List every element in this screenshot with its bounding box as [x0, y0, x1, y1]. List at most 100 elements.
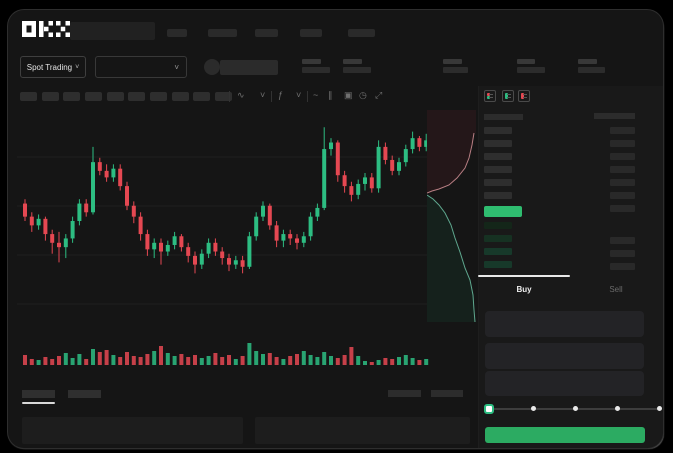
depth-chart[interactable] [427, 110, 476, 325]
orderbook-ask-amount-bar[interactable] [610, 153, 635, 160]
timeframe-button[interactable] [42, 92, 59, 101]
orderbook-bid-price-bar[interactable] [484, 235, 512, 242]
okx-logo[interactable] [22, 21, 70, 37]
orderbook-bid-amount-bar[interactable] [610, 263, 635, 270]
line-tool-icon[interactable]: ~ [313, 90, 319, 100]
chart-type-chevron-icon[interactable]: ˅ [260, 90, 266, 100]
timeframe-button[interactable] [215, 92, 232, 101]
amount-input[interactable] [485, 343, 644, 369]
volume-bar [322, 352, 327, 365]
orderbook-mode-bids-icon[interactable] [502, 90, 514, 102]
orderbook-ask-price-bar[interactable] [484, 166, 512, 173]
volume-bar [301, 351, 306, 365]
slider-stop[interactable] [657, 406, 662, 411]
time-icon[interactable]: ◷ [359, 90, 367, 100]
volume-bar [50, 359, 55, 365]
chart-type-icon[interactable]: ∿ [237, 90, 245, 100]
orderbook-bid-amount-bar[interactable] [610, 250, 635, 257]
orders-filter-placeholder[interactable] [431, 390, 463, 397]
orderbook-bid-price-bar[interactable] [484, 261, 512, 268]
orderbook-bid-price-bar[interactable] [484, 248, 512, 255]
candlestick [50, 234, 55, 243]
tab-sell-label: Sell [609, 284, 623, 294]
candlestick [131, 205, 136, 217]
timeframe-button[interactable] [63, 92, 80, 101]
tab-buy[interactable]: Buy [478, 274, 570, 304]
candlestick [138, 216, 143, 235]
screenshot-icon[interactable]: ▣ [344, 90, 353, 100]
volume-bar [403, 355, 408, 365]
pair-dropdown[interactable]: ˅ [95, 56, 187, 78]
slider-handle[interactable] [484, 403, 494, 414]
nav-link-placeholder[interactable] [348, 29, 375, 37]
indicators-chevron-icon[interactable]: ˅ [296, 90, 302, 100]
candlestick [23, 203, 27, 217]
orderbook-ask-amount-bar[interactable] [610, 192, 635, 199]
volume-bar [356, 356, 361, 365]
volume-bar [213, 353, 218, 365]
candlestick [397, 162, 401, 171]
candlestick [152, 242, 157, 250]
orderbook-ask-amount-bar[interactable] [610, 140, 635, 147]
volume-bar [247, 343, 252, 365]
volume-bar [70, 358, 75, 365]
orders-filter-placeholder[interactable] [388, 390, 421, 397]
nav-link-placeholder[interactable] [255, 29, 278, 37]
slider-stop[interactable] [531, 406, 536, 411]
indicators-icon[interactable]: ƒ [278, 90, 284, 100]
toolbar-divider [271, 91, 272, 102]
market-type-selector[interactable]: Spot Trading ˅ [20, 56, 86, 78]
candlestick [342, 175, 347, 187]
orderbook-ask-amount-bar[interactable] [610, 205, 635, 212]
total-input[interactable] [485, 371, 644, 396]
orderbook-bid-price-bar[interactable] [484, 222, 512, 229]
nav-link-placeholder[interactable] [208, 29, 237, 37]
candlestick [261, 205, 265, 217]
volume-bar [43, 357, 48, 365]
volume-bar [29, 359, 34, 365]
volume-bar [165, 353, 170, 365]
volume-bar [329, 356, 333, 365]
place-order-button[interactable] [485, 427, 645, 443]
orderbook-ask-amount-bar[interactable] [610, 166, 635, 173]
orderbook-mode-asks-icon[interactable] [518, 90, 530, 102]
tab-sell[interactable]: Sell [570, 274, 662, 304]
orderbook-ask-amount-bar[interactable] [610, 127, 635, 134]
timeframe-button[interactable] [128, 92, 145, 101]
last-price-highlight[interactable] [484, 206, 522, 217]
timeframe-button[interactable] [20, 92, 37, 101]
orderbook-mode-both-icon[interactable] [484, 90, 496, 102]
timeframe-button[interactable] [85, 92, 102, 101]
stat-label-placeholder [578, 59, 597, 64]
orderbook-ask-price-bar[interactable] [484, 153, 512, 160]
amount-slider[interactable] [484, 401, 662, 416]
candlestick [281, 234, 286, 241]
timeframe-button[interactable] [193, 92, 210, 101]
search-bar-placeholder[interactable] [70, 22, 155, 40]
orderbook-ask-price-bar[interactable] [484, 179, 512, 186]
drawing-tool-icon[interactable]: ∥ [328, 90, 333, 100]
timeframe-button[interactable] [107, 92, 124, 101]
candlestick [254, 216, 259, 237]
candlestick-chart[interactable] [17, 108, 429, 368]
volume-bar [227, 355, 231, 365]
stat-value-placeholder [302, 67, 330, 73]
price-input[interactable] [485, 311, 644, 337]
slider-stop[interactable] [615, 406, 620, 411]
fullscreen-icon[interactable]: ⤢ [375, 90, 383, 100]
orderbook-ask-amount-bar[interactable] [610, 179, 635, 186]
orderbook-ask-price-bar[interactable] [484, 140, 512, 147]
orderbook-ask-price-bar[interactable] [484, 192, 512, 199]
timeframe-button[interactable] [150, 92, 167, 101]
orders-tab-placeholder[interactable] [22, 390, 55, 398]
slider-stop[interactable] [573, 406, 578, 411]
candlestick [43, 218, 48, 235]
candlestick [349, 186, 354, 195]
history-tab-placeholder[interactable] [68, 390, 101, 398]
timeframe-button[interactable] [172, 92, 189, 101]
candlestick [145, 234, 150, 250]
orderbook-ask-price-bar[interactable] [484, 127, 512, 134]
orderbook-bid-amount-bar[interactable] [610, 237, 635, 244]
nav-link-placeholder[interactable] [300, 29, 322, 37]
nav-link-placeholder[interactable] [167, 29, 187, 37]
